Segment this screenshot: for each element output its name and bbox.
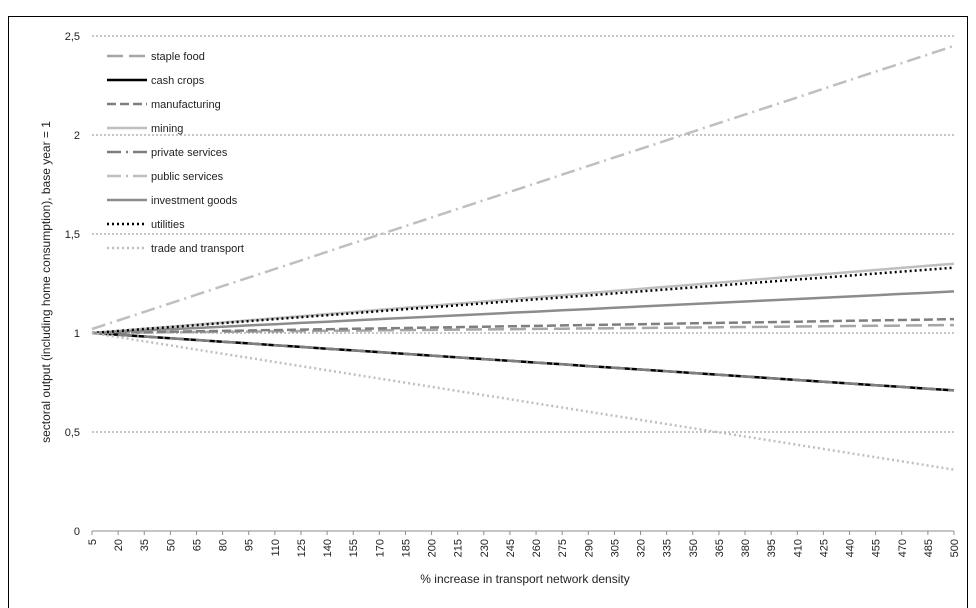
x-tick-label: 455 [871,539,883,557]
x-axis-label: % increase in transport network density [420,572,629,586]
x-tick-label: 95 [244,539,256,551]
x-tick-label: 470 [897,539,909,557]
x-tick-label: 350 [688,539,700,557]
series-line-mining [91,262,955,335]
legend-label: cash crops [151,75,205,87]
legend-label: trade and transport [151,243,244,255]
x-tick-label: 5 [87,539,99,545]
x-tick-label: 110 [270,539,282,557]
x-tick-label: 365 [714,539,726,557]
series-line-investment-goods [91,290,955,335]
legend: staple food cash crops manufacturing mining… [107,51,244,255]
y-tick-label: 1 [74,328,80,340]
legend-label: public services [151,171,224,183]
x-tick-label: 425 [818,539,830,557]
y-tick-labels: 0 0,5 1 1,5 2 2,5 [65,31,80,538]
x-tick-label: 335 [662,539,674,557]
x-tick-label: 395 [766,539,778,557]
x-tick-labels: 5 20 35 50 65 80 95 110 125 140 155 170 185 200 215 230… [87,531,961,557]
legend-label: manufacturing [151,99,221,111]
x-tick-label: 170 [374,539,386,557]
y-axis-label: sectoral output (including home consumpt… [39,121,53,443]
x-tick-label: 35 [139,539,151,551]
x-tick-label: 380 [740,539,752,557]
x-tick-label: 125 [296,539,308,557]
x-tick-label: 290 [583,539,595,557]
x-tick-label: 410 [792,539,804,557]
y-tick-label: 0,5 [65,427,80,439]
x-tick-label: 185 [400,539,412,557]
x-tick-label: 440 [845,539,857,557]
chart-frame [8,16,968,608]
legend-label: investment goods [151,195,238,207]
legend-label: private services [151,147,228,159]
x-tick-label: 65 [191,539,203,551]
y-tick-label: 0 [74,526,80,538]
series-line-manufacturing [91,317,955,335]
y-tick-label: 2,5 [65,31,80,43]
series-lines [91,44,955,471]
x-tick-label: 260 [531,539,543,557]
x-tick-label: 140 [322,539,334,557]
x-tick-label: 485 [923,539,935,557]
x-tick-label: 245 [505,539,517,557]
x-tick-label: 20 [113,539,125,551]
x-tick-label: 320 [636,539,648,557]
x-tick-label: 155 [348,539,360,557]
series-line-private-services [91,331,955,392]
legend-label: mining [151,123,183,135]
x-tick-label: 50 [165,539,177,551]
series-line-trade-and-transport [91,331,955,471]
x-tick-label: 275 [557,539,569,557]
x-tick-label: 230 [479,539,491,557]
gridlines [92,35,954,532]
x-tick-label: 215 [453,539,465,557]
x-tick-label: 80 [218,539,230,551]
x-tick-label: 500 [949,539,961,557]
legend-label: utilities [151,219,185,231]
y-tick-label: 1,5 [65,229,80,241]
x-tick-label: 200 [427,539,439,557]
x-tick-label: 305 [609,539,621,557]
series-line-public-services [91,44,955,331]
y-tick-label: 2 [74,130,80,142]
frame-top-gap [230,0,950,16]
series-line-utilities [91,266,955,335]
legend-label: staple food [151,51,205,63]
